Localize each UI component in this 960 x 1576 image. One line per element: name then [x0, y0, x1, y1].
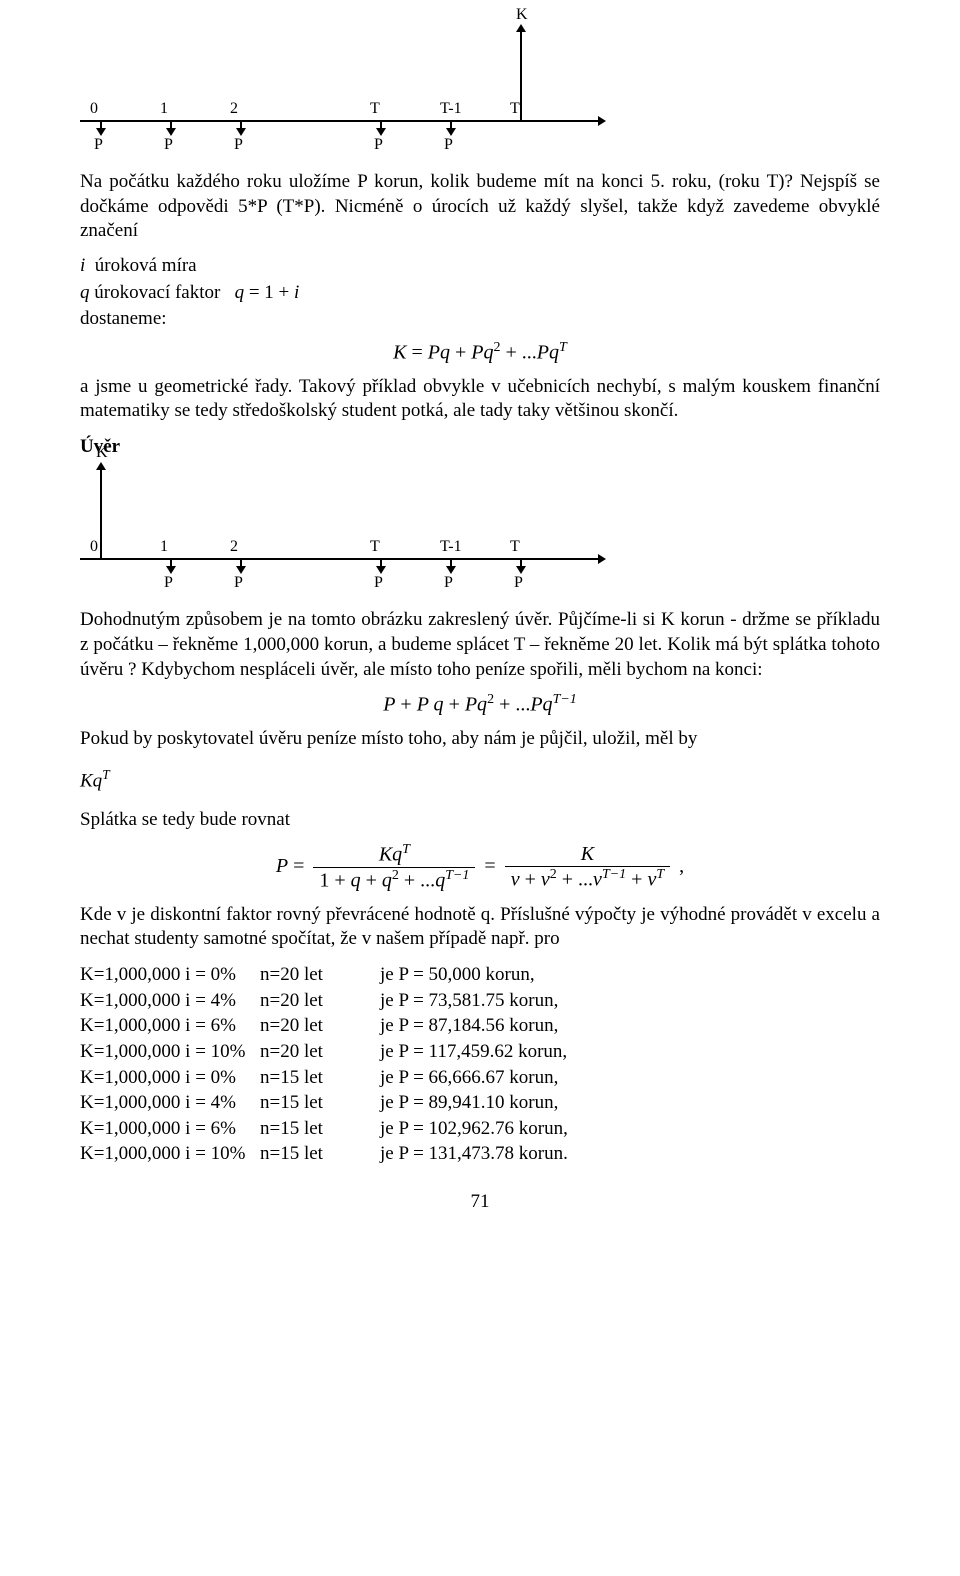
- paragraph-lender: Pokud by poskytovatel úvěru peníze místo…: [80, 727, 880, 752]
- table-row: K=1,000,000 i = 10%n=15 letje P = 131,47…: [80, 1141, 880, 1167]
- tick-label-bot: P: [164, 136, 173, 154]
- tick-label-top: T: [370, 538, 380, 556]
- equation-1: K = Pq + Pq2 + ...PqT: [80, 340, 880, 365]
- label-dostaneme: dostaneme:: [80, 307, 880, 332]
- arrow-label-k: K: [516, 6, 528, 24]
- table-row: K=1,000,000 i = 6%n=20 letje P = 87,184.…: [80, 1013, 880, 1039]
- tick-label-bot: P: [164, 574, 173, 592]
- tick-label-top: 2: [230, 538, 238, 556]
- tick-label-bot: P: [374, 574, 383, 592]
- paragraph-discount: Kde v je diskontní faktor rovný převráce…: [80, 903, 880, 952]
- table-row: K=1,000,000 i = 0%n=15 letje P = 66,666.…: [80, 1065, 880, 1091]
- arrow-label-k: K: [96, 444, 108, 462]
- tick-label-top: T-1: [440, 538, 462, 556]
- definition-q: q úrokovací faktor q = 1 + i: [80, 281, 880, 306]
- results-table: K=1,000,000 i = 0%n=20 letje P = 50,000 …: [80, 962, 880, 1167]
- table-row: K=1,000,000 i = 0%n=20 letje P = 50,000 …: [80, 962, 880, 988]
- tick-label-top: 1: [160, 538, 168, 556]
- tick-label-bot: P: [514, 574, 523, 592]
- tick-label-top: 1: [160, 100, 168, 118]
- tick-label-bot: P: [444, 136, 453, 154]
- tick-label-top: 0: [90, 100, 98, 118]
- tick-label-bot: P: [374, 136, 383, 154]
- equation-kqT: KqT: [80, 766, 880, 794]
- heading-uver: Úvěr: [80, 436, 880, 458]
- tick-label-top: 0: [90, 538, 98, 556]
- tick-label-bot: P: [94, 136, 103, 154]
- paragraph-uver: Dohodnutým způsobem je na tomto obrázku …: [80, 608, 880, 682]
- tick-label-bot: P: [444, 574, 453, 592]
- tick-label-bot: P: [234, 574, 243, 592]
- timeline-diagram-2: 01P2PTPT-1PTPK: [80, 458, 880, 598]
- page-number: 71: [80, 1191, 880, 1213]
- table-row: K=1,000,000 i = 4%n=20 letje P = 73,581.…: [80, 988, 880, 1014]
- table-row: K=1,000,000 i = 6%n=15 letje P = 102,962…: [80, 1116, 880, 1142]
- paragraph-intro: Na počátku každého roku uložíme P korun,…: [80, 170, 880, 244]
- equation-3: P = KqT 1 + q + q2 + ...qT−1 = K v + v2 …: [80, 842, 880, 892]
- equation-2: P + P q + Pq2 + ...PqT−1: [80, 692, 880, 717]
- definition-i: i úroková míra: [80, 254, 880, 279]
- paragraph-geom: a jsme u geometrické řady. Takový příkla…: [80, 375, 880, 424]
- table-row: K=1,000,000 i = 4%n=15 letje P = 89,941.…: [80, 1090, 880, 1116]
- tick-label-top: T: [510, 538, 520, 556]
- paragraph-splatka: Splátka se tedy bude rovnat: [80, 808, 880, 833]
- table-row: K=1,000,000 i = 10%n=20 letje P = 117,45…: [80, 1039, 880, 1065]
- tick-label-top: T: [510, 100, 520, 118]
- tick-label-bot: P: [234, 136, 243, 154]
- tick-label-top: T-1: [440, 100, 462, 118]
- timeline-diagram-1: 0P1P2PTPT-1PTK: [80, 20, 880, 160]
- tick-label-top: 2: [230, 100, 238, 118]
- tick-label-top: T: [370, 100, 380, 118]
